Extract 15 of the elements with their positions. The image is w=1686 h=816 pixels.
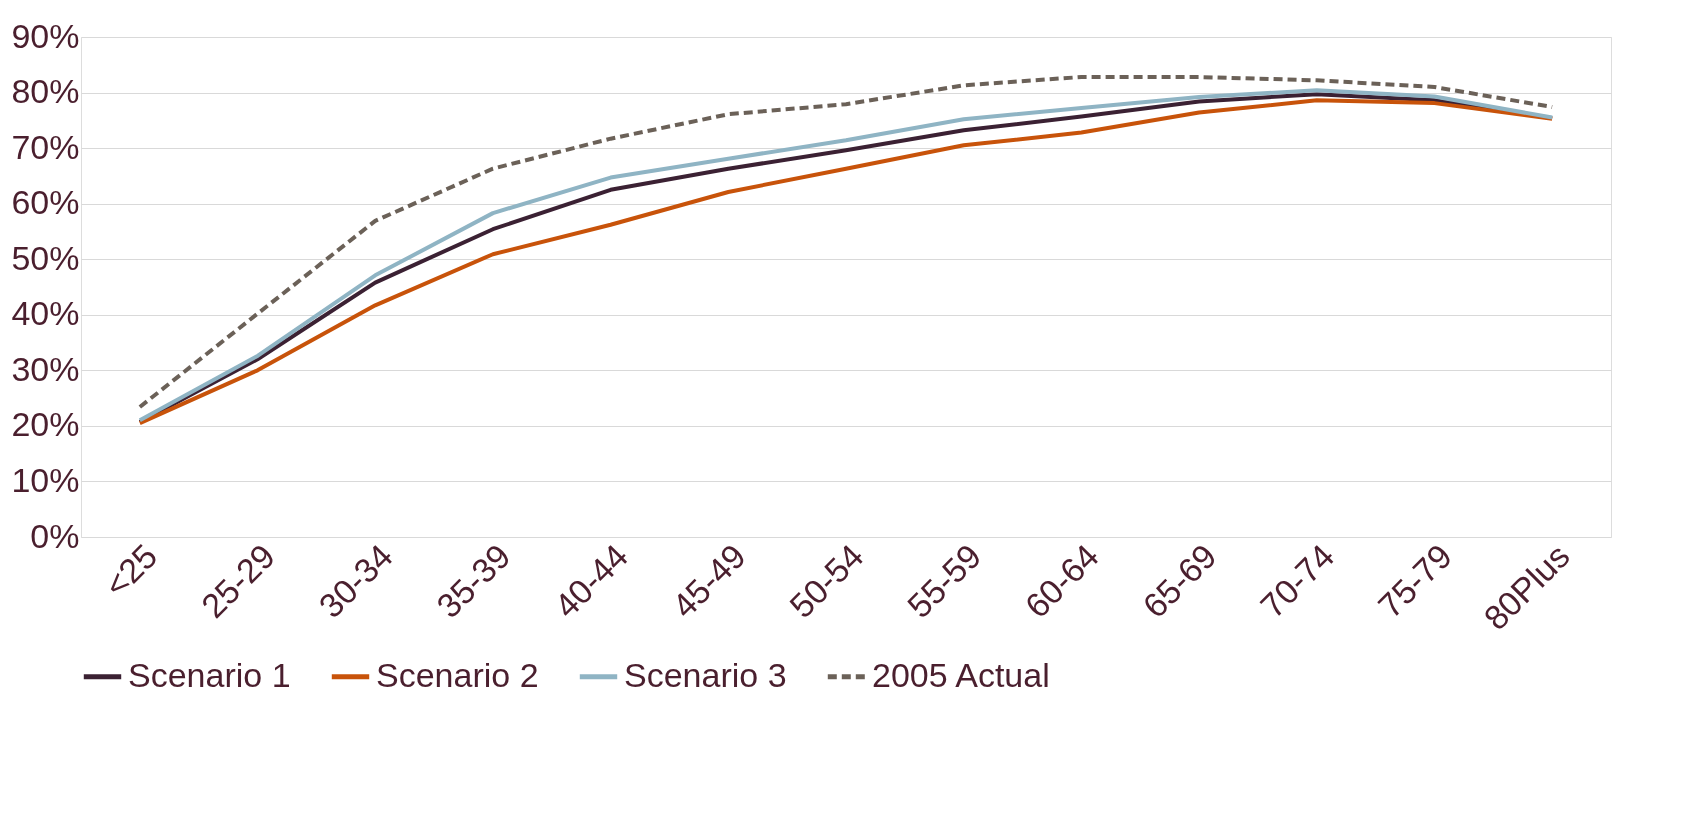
- y-tick-label: 0%: [30, 516, 80, 555]
- y-tick-label: 50%: [11, 238, 80, 277]
- y-tick-label: 20%: [11, 405, 80, 444]
- legend-label: Scenario 1: [128, 655, 291, 694]
- y-tick-label: 40%: [11, 294, 80, 333]
- y-tick-label: 70%: [11, 127, 80, 166]
- y-tick-label: 80%: [11, 72, 80, 111]
- legend-label: Scenario 2: [376, 655, 539, 694]
- y-tick-label: 10%: [11, 460, 80, 499]
- legend-label: Scenario 3: [624, 655, 787, 694]
- y-tick-label: 60%: [11, 183, 80, 222]
- legend-label: 2005 Actual: [872, 655, 1050, 694]
- y-tick-label: 30%: [11, 349, 80, 388]
- x-tick-label: <25: [96, 536, 165, 605]
- y-tick-label: 90%: [11, 16, 80, 55]
